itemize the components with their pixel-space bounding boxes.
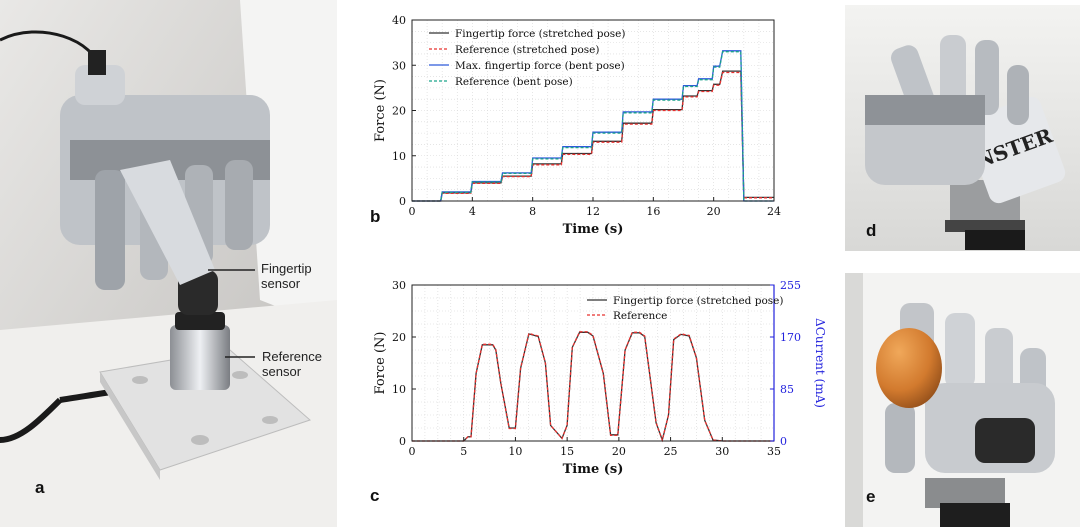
y2-tick-label: 85 [780,383,794,396]
series-line-1 [412,70,774,202]
y-axis-label: Force (N) [373,79,388,142]
y2-tick-label: 170 [780,331,801,344]
annotation-line-2: sensor [261,276,301,291]
robot-hand-egg-illustration [845,273,1080,527]
x-tick-label: 8 [529,205,536,218]
x-tick-label: 15 [560,445,574,458]
x-tick-label: 30 [715,445,729,458]
y-tick-label: 10 [392,383,406,396]
legend-entry-4: Reference (bent pose) [455,76,573,88]
y-tick-label: 20 [392,105,406,118]
robot-hand-can-illustration: NSTER [845,5,1080,251]
robot-hand-illustration-a [0,0,337,527]
legend-entry-2: Reference [613,310,667,322]
legend: Fingertip force (stretched pose) Referenc… [429,28,625,88]
x-tick-label: 10 [508,445,522,458]
y-tick-label: 20 [392,331,406,344]
x-tick-label: 0 [409,445,416,458]
y2-tick-label: 255 [780,279,801,292]
panel-label-d: d [866,221,877,240]
photo-panel-a [0,0,337,527]
x-tick-label: 16 [646,205,660,218]
series-line-4 [412,51,774,202]
photo-panel-d: NSTER [845,5,1080,251]
y-tick-label: 40 [392,14,406,27]
x-tick-label: 4 [469,205,476,218]
x-axis-label: Time (s) [563,462,624,477]
fingertip-sensor-annotation: Fingertip sensor [261,261,312,291]
legend: Fingertip force (stretched pose) Referenc… [587,295,783,322]
x-axis-label: Time (s) [563,222,624,237]
series-line-2 [412,71,774,202]
annotation-line-1: Reference [262,349,322,364]
legend-entry-1: Fingertip force (stretched pose) [455,28,625,40]
y2-tick-label: 0 [780,435,787,448]
legend-entry-1: Fingertip force (stretched pose) [613,295,783,307]
panel-label-e: e [866,487,876,506]
y-tick-label: 30 [392,59,406,72]
y-tick-label: 10 [392,150,406,163]
x-tick-label: 35 [767,445,781,458]
x-tick-label: 5 [460,445,467,458]
panel-label-c: c [370,486,380,505]
x-tick-label: 20 [612,445,626,458]
reference-sensor-annotation: Reference sensor [262,349,322,379]
y-tick-label: 0 [399,435,406,448]
y-tick-label: 30 [392,279,406,292]
panel-label-a: a [35,478,45,497]
chart-b: 0 4 8 12 16 20 24 0 10 20 30 40 Time (s) Force (N) Fin… [373,14,781,237]
x-tick-label: 0 [409,205,416,218]
grid-lines [411,284,775,442]
legend-entry-3: Max. fingertip force (bent pose) [455,60,625,72]
annotation-line-1: Fingertip [261,261,312,276]
x-tick-label: 12 [586,205,600,218]
y2-axis-label: ΔCurrent (mA) [813,318,825,408]
photo-panel-e [845,273,1080,527]
x-tick-label: 20 [707,205,721,218]
x-tick-label: 24 [767,205,781,218]
annotation-line-2: sensor [262,364,302,379]
y-tick-label: 0 [399,195,406,208]
panel-label-b: b [370,207,381,226]
legend-entry-2: Reference (stretched pose) [455,44,599,56]
x-tick-label: 25 [664,445,678,458]
series-line-2 [412,331,774,443]
y-axis-label: Force (N) [373,332,388,395]
